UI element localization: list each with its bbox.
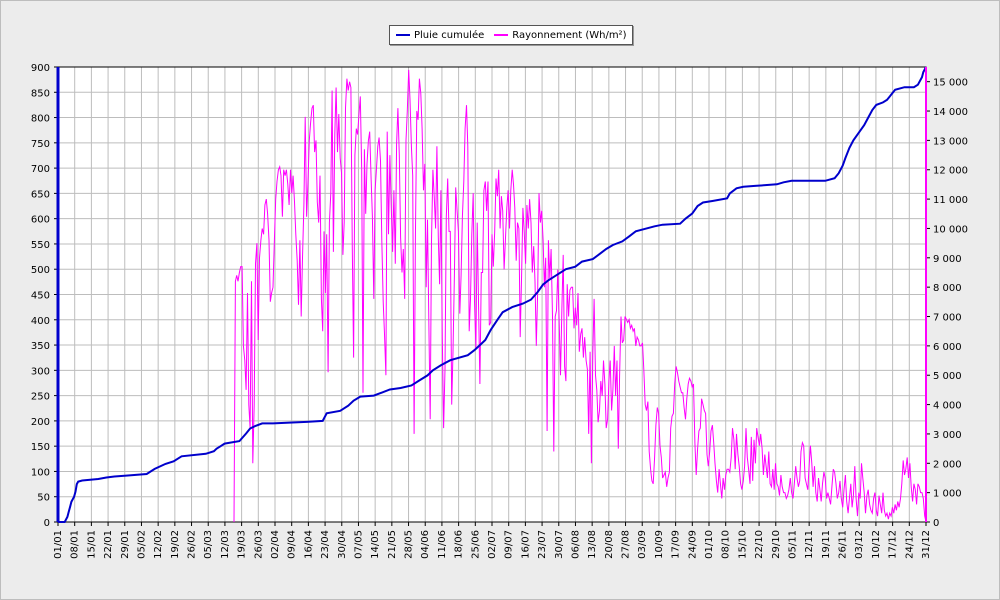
y-left-tick-label: 250 xyxy=(31,392,50,403)
x-tick-label: 15/10 xyxy=(737,530,748,559)
x-tick-label: 26/02 xyxy=(187,530,198,559)
y-left-tick-label: 200 xyxy=(31,417,50,428)
x-tick-label: 05/03 xyxy=(203,530,214,559)
y-left-tick-label: 0 xyxy=(44,518,50,529)
x-tick-label: 15/01 xyxy=(86,530,97,559)
x-tick-label: 03/09 xyxy=(637,530,648,559)
legend-item-rayonnement: Rayonnement (Wh/m²) xyxy=(494,30,626,41)
x-tick-label: 04/06 xyxy=(420,530,431,559)
y-left-tick-label: 800 xyxy=(31,114,50,125)
x-tick-label: 02/04 xyxy=(270,530,281,559)
x-tick-label: 12/03 xyxy=(220,530,231,559)
legend-swatch-pluie xyxy=(396,34,410,36)
x-tick-label: 27/08 xyxy=(621,530,632,559)
x-tick-label: 22/10 xyxy=(754,530,765,559)
x-tick-label: 05/11 xyxy=(787,530,798,559)
y-right-tick-label: 8 000 xyxy=(933,283,962,294)
y-right-tick-label: 2 000 xyxy=(933,459,962,470)
y-right-tick-label: 6 000 xyxy=(933,342,962,353)
y-left-tick-label: 100 xyxy=(31,467,50,478)
y-right-tick-label: 4 000 xyxy=(933,401,962,412)
y-right-tick-label: 3 000 xyxy=(933,430,962,441)
x-tick-label: 17/09 xyxy=(671,530,682,559)
x-tick-label: 10/12 xyxy=(871,530,882,559)
y-left-tick-label: 50 xyxy=(37,493,50,504)
y-right-tick-label: 12 000 xyxy=(933,166,968,177)
y-right-tick-label: 9 000 xyxy=(933,254,962,265)
y-left-tick-label: 650 xyxy=(31,189,50,200)
x-tick-label: 08/10 xyxy=(721,530,732,559)
y-left-tick-label: 500 xyxy=(31,265,50,276)
y-left-tick-label: 900 xyxy=(31,63,50,74)
legend-item-pluie: Pluie cumulée xyxy=(396,30,484,41)
x-tick-label: 26/11 xyxy=(838,530,849,559)
x-tick-label: 02/07 xyxy=(487,530,498,559)
series-line-pluie xyxy=(58,66,927,523)
x-tick-label: 12/02 xyxy=(153,530,164,559)
y-left-tick-label: 850 xyxy=(31,88,50,99)
x-tick-label: 07/05 xyxy=(353,530,364,559)
x-tick-label: 29/01 xyxy=(120,530,131,559)
x-tick-label: 13/08 xyxy=(587,530,598,559)
y-left-tick-label: 150 xyxy=(31,442,50,453)
y-right-tick-label: 5 000 xyxy=(933,371,962,382)
chart-legend: Pluie cumulée Rayonnement (Wh/m²) xyxy=(389,25,634,45)
y-right-tick-label: 15 000 xyxy=(933,78,968,89)
x-tick-label: 08/01 xyxy=(70,530,81,559)
x-tick-label: 19/11 xyxy=(821,530,832,559)
x-tick-label: 26/03 xyxy=(253,530,264,559)
y-right-tick-label: 0 xyxy=(933,518,939,529)
y-left-tick-label: 400 xyxy=(31,316,50,327)
x-tick-label: 20/08 xyxy=(604,530,615,559)
x-tick-label: 10/09 xyxy=(654,530,665,559)
x-tick-label: 16/04 xyxy=(303,530,314,559)
x-tick-label: 03/12 xyxy=(854,530,865,559)
x-tick-label: 18/06 xyxy=(454,530,465,559)
x-tick-label: 16/07 xyxy=(520,530,531,559)
x-tick-label: 21/05 xyxy=(387,530,398,559)
x-tick-label: 01/01 xyxy=(53,530,64,559)
y-left-tick-label: 450 xyxy=(31,291,50,302)
x-tick-label: 09/07 xyxy=(504,530,515,559)
x-tick-label: 30/07 xyxy=(554,530,565,559)
x-tick-label: 31/12 xyxy=(921,530,932,559)
x-tick-label: 06/08 xyxy=(570,530,581,559)
y-right-tick-label: 11 000 xyxy=(933,195,968,206)
x-tick-label: 23/04 xyxy=(320,530,331,559)
y-right-tick-label: 10 000 xyxy=(933,224,968,235)
x-tick-label: 29/10 xyxy=(771,530,782,559)
y-left-tick-label: 300 xyxy=(31,366,50,377)
x-tick-label: 05/02 xyxy=(136,530,147,559)
legend-label-rayonnement: Rayonnement (Wh/m²) xyxy=(512,29,627,41)
x-tick-label: 11/06 xyxy=(437,530,448,559)
x-tick-label: 28/05 xyxy=(404,530,415,559)
x-tick-label: 01/10 xyxy=(704,530,715,559)
x-tick-label: 19/02 xyxy=(170,530,181,559)
y-left-tick-label: 350 xyxy=(31,341,50,352)
x-tick-label: 14/05 xyxy=(370,530,381,559)
y-left-tick-label: 600 xyxy=(31,215,50,226)
y-right-tick-label: 13 000 xyxy=(933,136,968,147)
y-left-tick-label: 700 xyxy=(31,164,50,175)
x-tick-label: 24/12 xyxy=(904,530,915,559)
legend-label-pluie: Pluie cumulée xyxy=(414,29,485,41)
y-right-tick-label: 7 000 xyxy=(933,313,962,324)
y-right-tick-label: 1 000 xyxy=(933,489,962,500)
series-line-rayonnement xyxy=(233,69,927,523)
x-tick-label: 12/11 xyxy=(804,530,815,559)
x-tick-label: 23/07 xyxy=(537,530,548,559)
x-tick-label: 19/03 xyxy=(237,530,248,559)
legend-swatch-rayonnement xyxy=(494,34,509,36)
x-tick-label: 09/04 xyxy=(287,530,298,559)
y-left-tick-label: 550 xyxy=(31,240,50,251)
y-right-tick-label: 14 000 xyxy=(933,107,968,118)
x-tick-label: 24/09 xyxy=(687,530,698,559)
x-tick-label: 25/06 xyxy=(470,530,481,559)
y-left-tick-label: 750 xyxy=(31,139,50,150)
x-tick-label: 22/01 xyxy=(103,530,114,559)
x-tick-label: 30/04 xyxy=(337,530,348,559)
x-tick-label: 17/12 xyxy=(888,530,899,559)
